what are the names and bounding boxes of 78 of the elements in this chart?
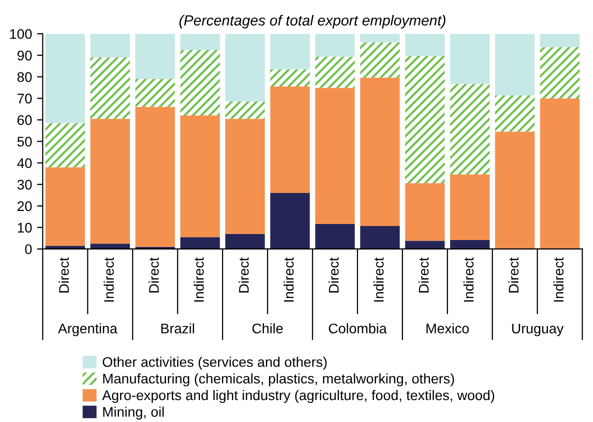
y-tick-label: 0 — [25, 244, 32, 254]
bar — [180, 50, 220, 116]
bar — [450, 84, 490, 175]
bar — [360, 42, 400, 78]
y-tick-label: 90 — [17, 50, 32, 60]
bar — [225, 102, 265, 119]
x-tick-label: Indirect — [373, 257, 384, 302]
y-tick-label: 60 — [18, 115, 32, 126]
y-tick-label: 80 — [17, 72, 32, 82]
bar — [360, 226, 400, 249]
text: Chile — [252, 323, 283, 334]
x-tick-label: Indirect — [553, 257, 564, 302]
y-tick-label: 10 — [18, 222, 32, 233]
x-tick-label: Direct — [148, 257, 159, 292]
bar — [315, 34, 355, 57]
text: Brazil — [161, 323, 194, 334]
bar — [270, 34, 310, 70]
bar — [90, 118, 130, 244]
y-tick-label: 70 — [18, 94, 32, 104]
bar — [450, 174, 490, 240]
bar — [90, 244, 130, 249]
bar — [90, 57, 130, 119]
bar — [450, 240, 490, 249]
bar — [180, 34, 220, 50]
y-tick-label: 30 — [17, 180, 32, 190]
y-tick-label: 20 — [18, 201, 32, 212]
bar — [45, 167, 85, 246]
text: Mexico — [426, 323, 469, 334]
bar — [180, 116, 220, 238]
bar — [360, 78, 400, 226]
bar — [315, 224, 355, 249]
bar — [495, 34, 535, 96]
text: Argentina — [58, 323, 118, 336]
legend-label: Agro-exports and light industry (agriculture, food, textiles, wood) — [102, 390, 494, 403]
chart-title: (Percentages of total export employment) — [179, 14, 446, 28]
bar — [270, 86, 310, 194]
y-tick-label: 40 — [17, 158, 32, 168]
x-tick-label: Indirect — [194, 257, 204, 302]
x-tick-label: Indirect — [284, 257, 294, 302]
bar — [225, 118, 265, 234]
bar — [405, 34, 445, 56]
bar — [405, 56, 445, 184]
bar — [495, 132, 535, 249]
y-tick-label: 100 — [10, 29, 32, 39]
bar — [315, 56, 355, 88]
x-tick-label: Direct — [508, 257, 519, 292]
bar — [540, 47, 580, 99]
text: Uruguay — [512, 324, 564, 336]
bar — [45, 34, 85, 124]
bar — [180, 237, 220, 249]
bar — [270, 193, 310, 249]
bar — [360, 34, 400, 42]
legend-label: Mining, oil — [103, 406, 164, 420]
bar — [315, 88, 355, 224]
bar — [495, 96, 535, 132]
bar — [270, 69, 310, 86]
y-tick-label: 50 — [17, 136, 32, 147]
text: Colombia — [328, 323, 387, 334]
bar — [225, 234, 265, 249]
legend-label: Other activities (services and others) — [102, 356, 327, 370]
bar — [540, 98, 580, 249]
bar — [135, 78, 175, 107]
bar — [540, 34, 580, 48]
bar — [405, 183, 445, 241]
bar — [45, 123, 85, 168]
bar — [225, 34, 265, 102]
x-tick-label: Direct — [58, 257, 69, 292]
legend-label: Manufacturing (chemicals, plastics, metalworking, others) — [103, 373, 454, 386]
bar — [90, 34, 130, 58]
x-tick-label: Indirect — [104, 257, 114, 302]
bar — [135, 106, 175, 247]
x-tick-label: Direct — [328, 257, 339, 292]
x-tick-label: Direct — [418, 257, 429, 292]
x-tick-label: Indirect — [463, 257, 474, 302]
bar — [450, 34, 490, 84]
bar — [135, 34, 175, 79]
x-tick-label: Direct — [238, 257, 249, 292]
bar — [405, 240, 445, 249]
